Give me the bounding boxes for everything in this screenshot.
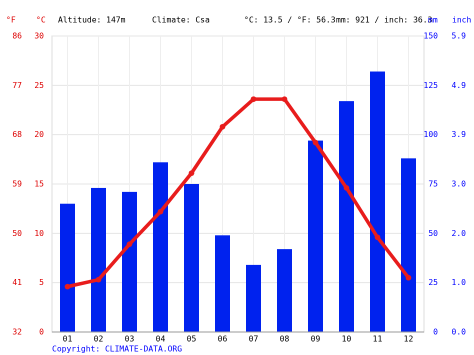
temperature-point (64, 283, 71, 290)
precipitation-summary: mm: 921 / inch: 36.3 (336, 16, 433, 25)
temperature-point (188, 170, 195, 176)
altitude: Altitude: 147m (58, 16, 126, 25)
inch-tick-label: 4.9 (452, 81, 467, 90)
inch-tick-label: 0.0 (452, 328, 467, 337)
f-tick-label: 50 (12, 229, 22, 238)
c-tick-label: 30 (34, 32, 44, 41)
precipitation-bar (122, 191, 137, 332)
temperature-point (126, 241, 133, 247)
f-axis-title: °F (6, 16, 16, 25)
precipitation-bar (401, 158, 416, 332)
c-tick-label: 25 (34, 81, 44, 90)
c-tick-label: 0 (39, 328, 44, 337)
temperature-line (67, 97, 410, 289)
temperature-point (157, 208, 164, 215)
f-tick-label: 41 (12, 278, 22, 287)
precipitation-bar (153, 162, 168, 332)
x-tick-label: 12 (404, 335, 414, 344)
f-tick-label: 77 (12, 81, 22, 90)
inch-tick-label: 3.0 (452, 180, 467, 189)
precipitation-bar (60, 203, 75, 332)
mm-tick-label: 150 (424, 32, 439, 41)
x-tick-label: 06 (218, 335, 228, 344)
mm-tick-label: 25 (428, 278, 438, 287)
c-tick-label: 20 (34, 130, 44, 139)
temperature-point (250, 96, 257, 102)
f-tick-label: 59 (12, 180, 22, 189)
temperature-point (312, 139, 319, 146)
precipitation-bar (91, 187, 106, 332)
x-tick-label: 02 (94, 335, 104, 344)
x-tick-label: 05 (187, 335, 197, 344)
inch-tick-label: 1.0 (452, 278, 467, 287)
mm-axis-title: mm (428, 16, 438, 25)
x-tick-label: 03 (125, 335, 135, 344)
x-tick-label: 09 (311, 335, 321, 344)
inch-tick-label: 5.9 (452, 32, 467, 41)
temperature-point (95, 276, 102, 283)
c-tick-label: 10 (34, 229, 44, 238)
x-tick-label: 08 (280, 335, 290, 344)
inch-axis-title: inch (452, 16, 471, 25)
x-tick-label: 10 (342, 335, 352, 344)
copyright: Copyright: CLIMATE-DATA.ORG (52, 345, 182, 354)
climate: Climate: Csa (152, 16, 210, 25)
mm-tick-label: 100 (424, 130, 439, 139)
precipitation-bar (339, 101, 354, 333)
precipitation-bar (277, 249, 292, 332)
precipitation-bar (246, 264, 261, 332)
f-tick-label: 86 (12, 32, 22, 41)
precipitation-bar (308, 140, 323, 332)
temperature-summary: °C: 13.5 / °F: 56.3 (244, 16, 336, 25)
x-tick-label: 11 (373, 335, 383, 344)
f-tick-label: 68 (12, 130, 22, 139)
mm-tick-label: 0 (433, 328, 438, 337)
temperature-point (219, 123, 226, 130)
temperature-point (405, 274, 412, 281)
temperature-point (281, 96, 288, 102)
x-tick-label: 07 (249, 335, 259, 344)
x-tick-label: 04 (156, 335, 166, 344)
c-tick-label: 15 (34, 180, 44, 189)
x-tick-label: 01 (63, 335, 73, 344)
f-tick-label: 32 (12, 328, 22, 337)
temperature-point (374, 234, 381, 241)
c-axis-title: °C (36, 16, 46, 25)
mm-tick-label: 50 (428, 229, 438, 238)
inch-tick-label: 2.0 (452, 229, 467, 238)
inch-tick-label: 3.9 (452, 130, 467, 139)
mm-tick-label: 125 (424, 81, 439, 90)
precipitation-bar (370, 71, 385, 333)
precipitation-bar (215, 235, 230, 332)
temperature-point (343, 185, 350, 191)
mm-tick-label: 75 (428, 180, 438, 189)
precipitation-bar (184, 184, 199, 332)
c-tick-label: 5 (39, 278, 44, 287)
